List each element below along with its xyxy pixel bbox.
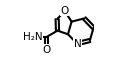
Text: O: O xyxy=(42,45,50,55)
Text: H₂N: H₂N xyxy=(23,32,42,42)
Text: O: O xyxy=(60,6,68,16)
Text: N: N xyxy=(73,39,81,49)
